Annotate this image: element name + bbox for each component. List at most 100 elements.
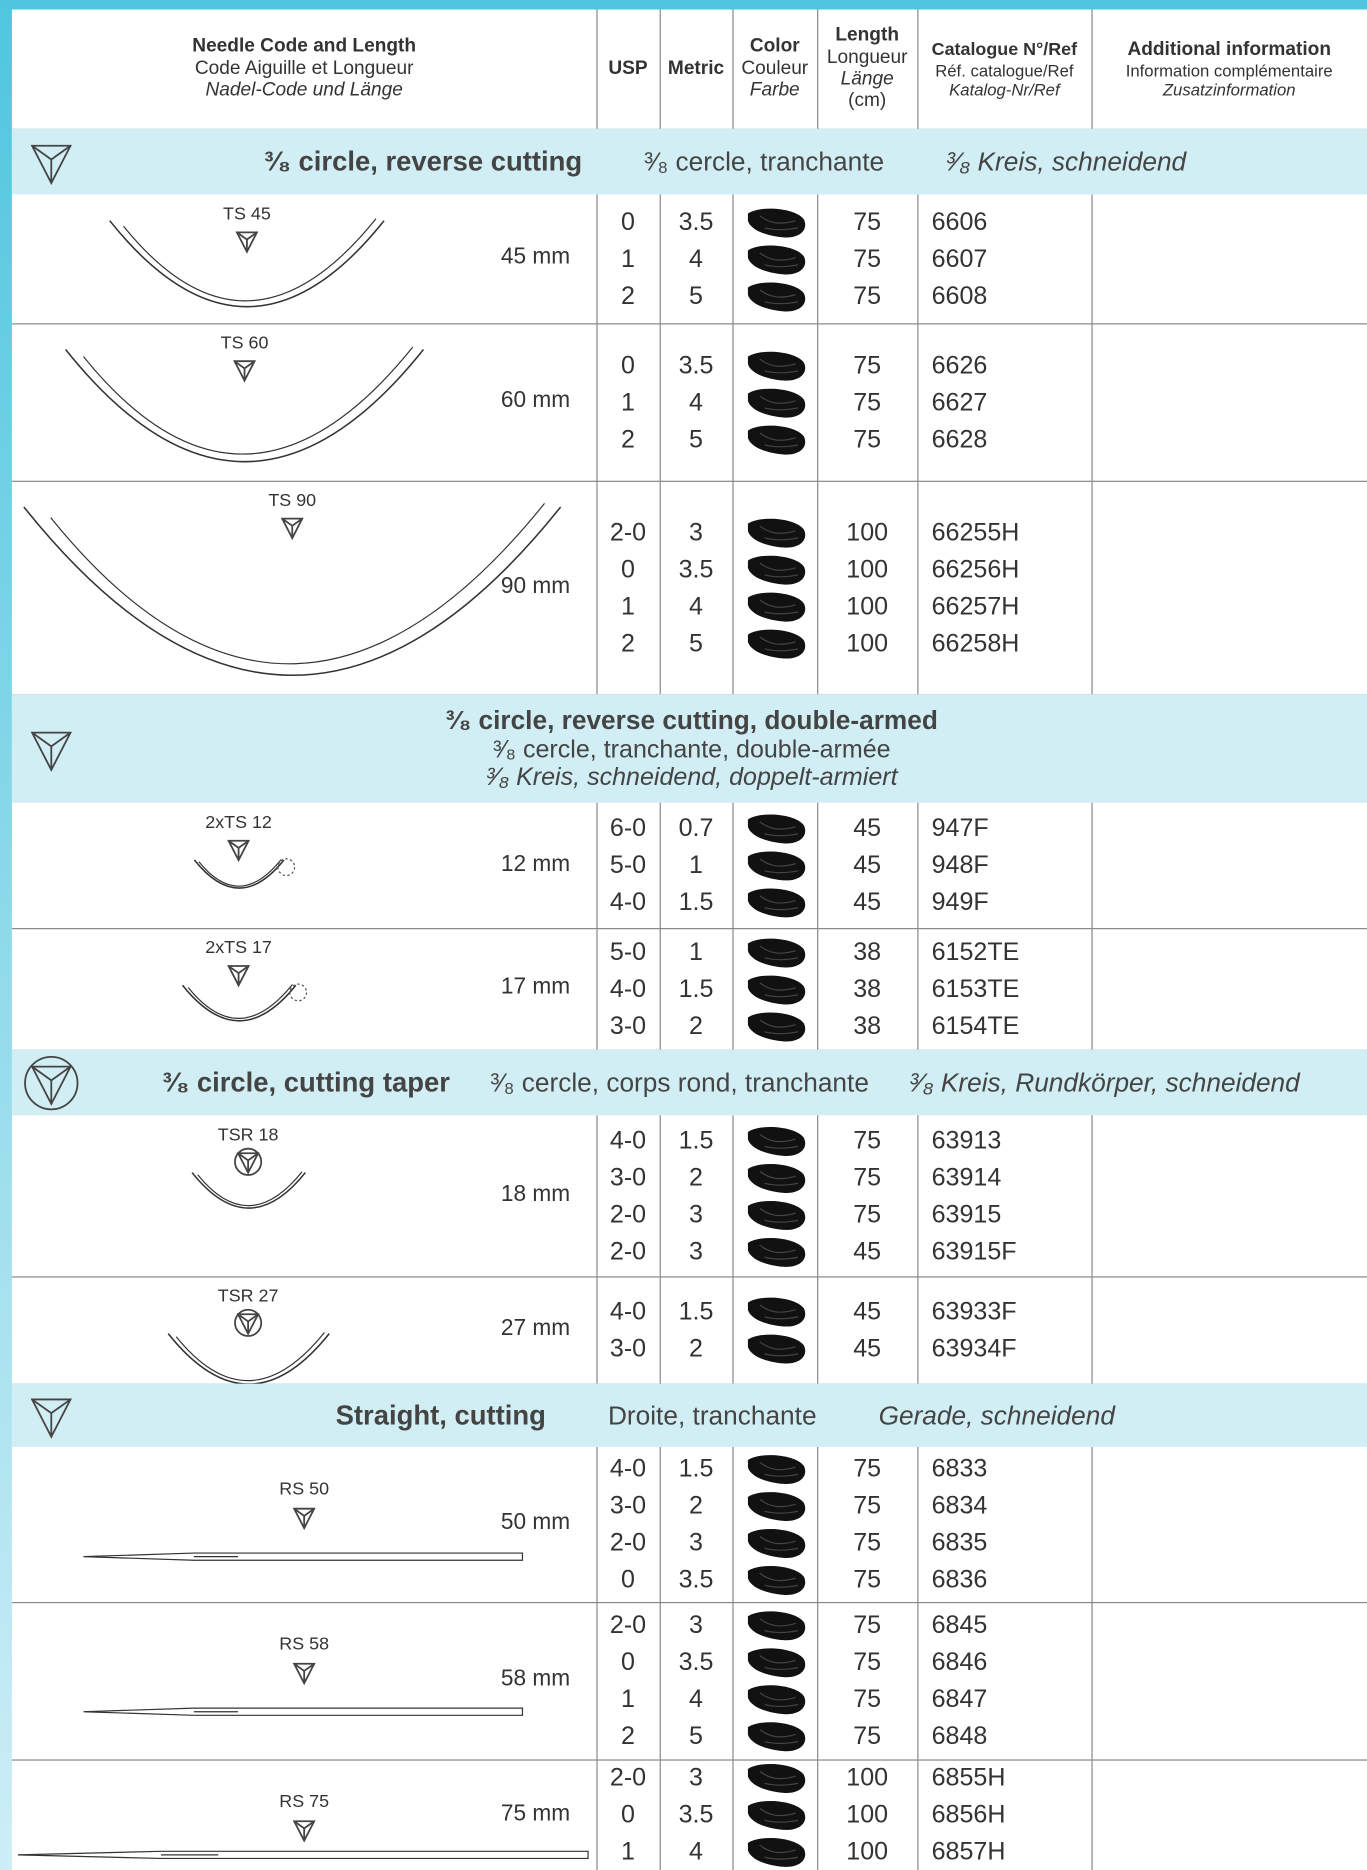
metric: 4 [689, 245, 703, 273]
column-rule [596, 1446, 598, 1602]
catalogue-ref: 948F [931, 851, 989, 880]
header-line: (cm) [848, 91, 887, 112]
usp: 2 [621, 629, 636, 657]
metric: 4 [689, 388, 703, 416]
usp: 0 [621, 1801, 636, 1829]
metric: 2 [689, 1492, 703, 1520]
row-rule [11, 323, 1367, 325]
usp: 0 [621, 1566, 636, 1594]
usp: 2 [621, 425, 636, 453]
needle-header: Needle Code and Length Code Aiguille et L… [12, 10, 596, 129]
length-cm: 38 [853, 1012, 882, 1040]
metric: 1.5 [678, 1297, 714, 1326]
column-rule [917, 1446, 919, 1602]
section-bar [11, 694, 1367, 803]
usp: 3-0 [609, 1492, 647, 1520]
needle-symbol [227, 839, 251, 863]
header-line: Farbe [749, 80, 800, 101]
suture-swatch [747, 244, 806, 274]
needle-code: TS 90 [268, 490, 317, 511]
catalogue-ref: 6608 [931, 282, 988, 310]
column-rule [917, 1601, 919, 1760]
length-cm: 100 [846, 555, 889, 583]
section-title: ³⁄₈ circle, cutting taper ³⁄₈ cercle, cor… [95, 1050, 1367, 1116]
header-line: Länge [840, 69, 894, 90]
catalogue-ref: 6154TE [931, 1012, 1020, 1040]
column-rule [659, 1446, 661, 1602]
metric: 1.5 [678, 975, 714, 1003]
column-rule [596, 1276, 598, 1384]
curved-needle [109, 218, 385, 308]
suture-swatch [747, 1011, 806, 1041]
metric: 5 [689, 282, 703, 310]
row-rule [11, 928, 1367, 930]
header-line: Zusatzinformation [1162, 80, 1296, 100]
column-rule [659, 323, 661, 481]
length-cm: 100 [846, 1764, 889, 1792]
suture-swatch [747, 1685, 806, 1715]
column-rule [917, 9, 919, 129]
column-rule [732, 9, 734, 129]
usp: 3-0 [609, 1012, 647, 1040]
length-cm: 45 [853, 814, 882, 843]
header-line: Couleur [741, 58, 809, 79]
usp: 0 [621, 208, 636, 236]
column-rule [732, 194, 734, 324]
length-cm: 75 [853, 1126, 882, 1155]
title-fr: Droite, tranchante [607, 1399, 817, 1430]
needle-symbol [235, 231, 259, 254]
column-rule [659, 9, 661, 129]
section-bar [11, 1383, 1367, 1447]
catalogue-ref: 66255H [931, 518, 1020, 546]
needle-length: 18 mm [500, 1181, 571, 1207]
needle-symbol [292, 1820, 316, 1843]
catalogue-ref: 6628 [931, 425, 988, 453]
catalogue-ref: 63913 [931, 1126, 1002, 1155]
column-rule [1091, 323, 1093, 481]
section-title: ³⁄₈ circle, reverse cutting, double-arme… [95, 694, 1288, 803]
needle-symbol [233, 360, 257, 383]
straight-needle [83, 1552, 524, 1561]
column-rule [917, 323, 919, 481]
usp: 4-0 [609, 1455, 647, 1483]
catalogue-ref: 947F [931, 814, 989, 843]
header-line: Réf. catalogue/Ref [935, 60, 1074, 80]
header-line: Catalogue N°/Ref [931, 39, 1078, 60]
usp: 4-0 [609, 1297, 647, 1326]
metric: 3 [689, 1529, 703, 1557]
straight-needle [83, 1707, 524, 1716]
column-rule [1091, 1115, 1093, 1277]
catalogue-ref: 6847 [931, 1685, 988, 1713]
title-de: ³⁄₈ Kreis, schneidend [946, 146, 1187, 176]
usp: 3-0 [609, 1334, 647, 1363]
usp: 3-0 [609, 1163, 647, 1192]
usp: 1 [621, 388, 636, 416]
catalogue-ref: 6848 [931, 1722, 988, 1750]
column-rule [596, 1115, 598, 1277]
suture-swatch [747, 629, 806, 658]
metric: 1.5 [678, 888, 714, 917]
metric: 3.5 [678, 1801, 714, 1829]
title-de: ³⁄₈ Kreis, Rundkörper, schneidend [909, 1066, 1300, 1097]
column-rule [817, 802, 819, 929]
needle-symbol [234, 1147, 263, 1176]
needle-code: 2xTS 17 [205, 937, 272, 958]
column-rule [732, 1115, 734, 1277]
column-rule [917, 480, 919, 695]
length-cm: 75 [853, 1722, 882, 1750]
title-en: Straight, cutting [335, 1399, 546, 1431]
column-rule [732, 928, 734, 1050]
column-rule [596, 480, 598, 695]
usp: 0 [621, 555, 636, 583]
curved-needle [65, 346, 425, 463]
suture-swatch [747, 1455, 806, 1485]
length-cm: 45 [853, 888, 882, 917]
needle-length: 12 mm [500, 851, 571, 877]
column-rule [917, 928, 919, 1050]
metric: 3 [689, 1237, 703, 1266]
needle-symbol [234, 1308, 263, 1337]
length-cm: 75 [853, 1163, 882, 1192]
column-rule [917, 1115, 919, 1277]
suture-swatch [747, 1334, 806, 1364]
usp: 1 [621, 1685, 636, 1713]
